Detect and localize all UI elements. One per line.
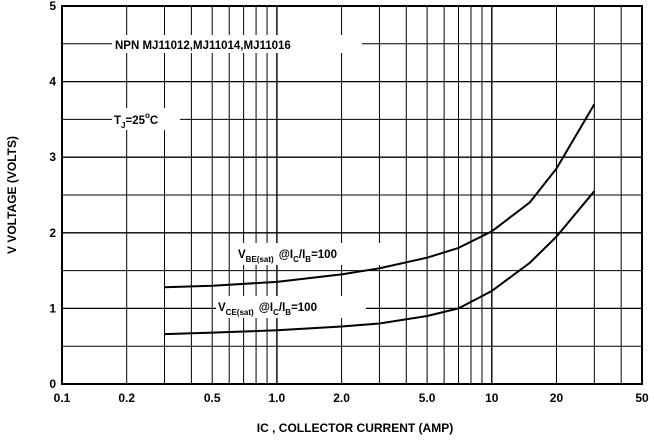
y-tick-label: 3 xyxy=(49,150,56,164)
x-tick-label: 10 xyxy=(485,391,499,405)
x-tick-label: 5.0 xyxy=(419,391,436,405)
x-tick-label: 0.5 xyxy=(204,391,221,405)
temperature-label-main: T xyxy=(114,115,121,127)
temperature-label-bg xyxy=(112,108,180,130)
x-tick-label: 2.0 xyxy=(333,391,350,405)
x-tick-label: 0.1 xyxy=(54,391,71,405)
x-axis-title: IC , COLLECTOR CURRENT (AMP) xyxy=(257,421,453,435)
degree-symbol: o xyxy=(145,111,150,120)
device-label: NPN MJ11012,MJ11014,MJ11016 xyxy=(115,40,291,52)
temperature-label-value: =25 xyxy=(125,115,145,127)
vce-label-bg xyxy=(216,296,366,318)
y-tick-label: 2 xyxy=(49,226,56,240)
x-tick-label: 0.2 xyxy=(118,391,135,405)
temperature-unit: C xyxy=(150,115,158,127)
y-tick-label: 1 xyxy=(49,301,56,315)
vbe-label-bg xyxy=(236,243,382,265)
plot-frame xyxy=(61,5,643,385)
y-tick-labels: 0 1 2 3 4 5 xyxy=(49,0,56,391)
y-tick-label: 5 xyxy=(49,0,56,13)
x-tick-labels: 0.1 0.2 0.5 1.0 2.0 5.0 10 20 50 xyxy=(54,391,649,405)
y-tick-label: 4 xyxy=(49,75,56,89)
device-label-bg xyxy=(112,35,362,53)
vbe-series-label: VBE(sat) @IC/IB=100 xyxy=(238,249,337,264)
x-tick-label: 1.0 xyxy=(269,391,286,405)
vce-series-label: VCE(sat) @IC/IB=100 xyxy=(218,302,317,317)
y-axis-title: V VOLTAGE (VOLTS) xyxy=(5,136,19,254)
x-tick-label: 20 xyxy=(550,391,564,405)
y-tick-label: 0 xyxy=(49,377,56,391)
temperature-label: TJ=25oC xyxy=(114,111,158,130)
temperature-label-sub: J xyxy=(121,121,125,130)
series-lines xyxy=(164,103,596,336)
x-tick-label: 50 xyxy=(635,391,649,405)
vbe-sat-curve xyxy=(164,103,596,289)
grid-lines xyxy=(61,6,643,384)
vce-sat-curve xyxy=(164,190,596,336)
